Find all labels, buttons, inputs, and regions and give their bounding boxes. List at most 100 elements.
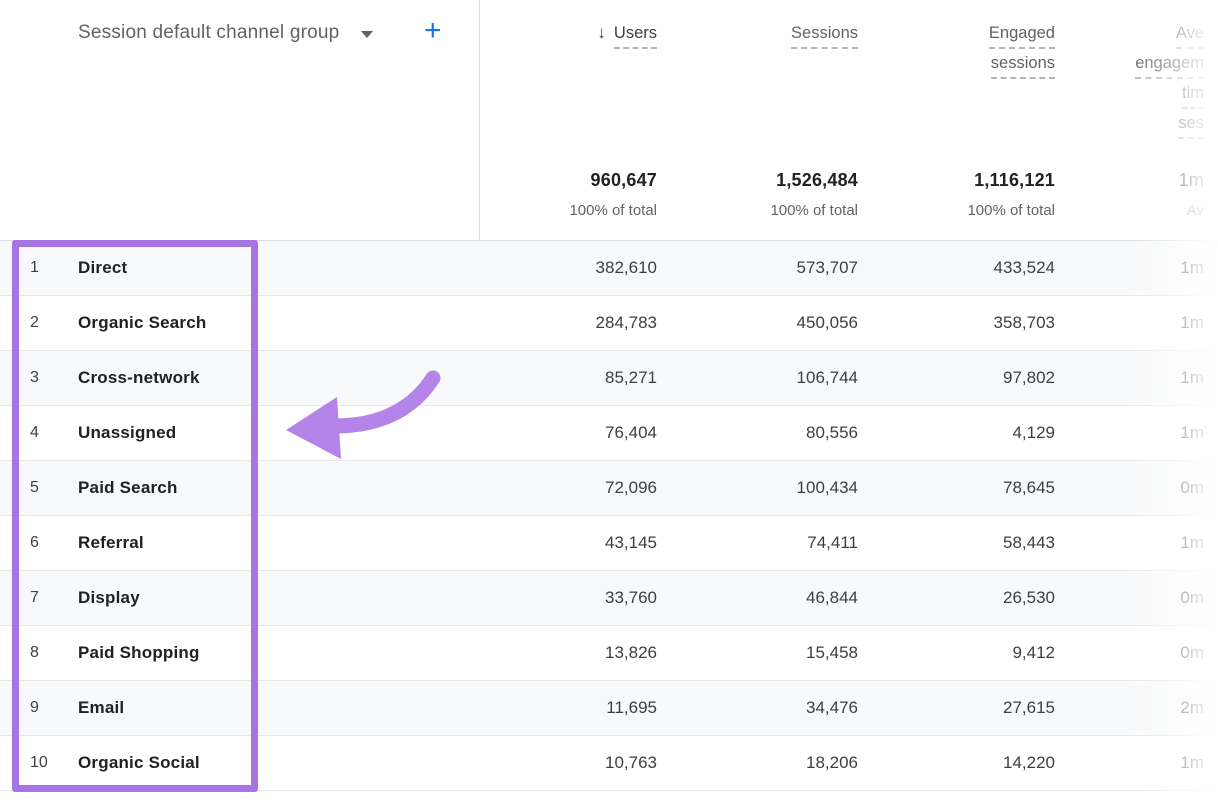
sessions-value: 74,411 — [700, 516, 858, 570]
table-row: 10 Organic Social 10,763 18,206 14,220 1… — [0, 736, 1218, 791]
users-value: 33,760 — [500, 571, 657, 625]
users-value: 284,783 — [500, 296, 657, 350]
channel-name: Unassigned — [78, 406, 258, 460]
row-rank: 2 — [30, 296, 66, 350]
sessions-value: 15,458 — [700, 626, 858, 680]
row-rank: 5 — [30, 461, 66, 515]
users-total-value: 960,647 — [500, 170, 657, 191]
engaged-total-value: 1,116,121 — [900, 170, 1055, 191]
add-dimension-button[interactable]: + — [424, 16, 442, 46]
avg-engagement-value: 1m — [1080, 241, 1204, 295]
sessions-total-percent: 100% of total — [700, 202, 858, 219]
users-value: 76,404 — [500, 406, 657, 460]
table-row: 1 Direct 382,610 573,707 433,524 1m — [0, 241, 1218, 296]
engaged-sessions-value: 27,615 — [900, 681, 1055, 735]
avg-engagement-value: 1m — [1080, 351, 1204, 405]
column-header-sessions[interactable]: Sessions — [700, 22, 858, 52]
channel-name: Referral — [78, 516, 258, 570]
users-value: 10,763 — [500, 736, 657, 790]
engaged-sessions-value: 58,443 — [900, 516, 1055, 570]
table-body: 1 Direct 382,610 573,707 433,524 1m 2 Or… — [0, 241, 1218, 791]
sort-descending-icon[interactable]: ↓ — [597, 23, 606, 42]
users-value: 382,610 — [500, 241, 657, 295]
users-value: 43,145 — [500, 516, 657, 570]
sessions-value: 34,476 — [700, 681, 858, 735]
avg-engagement-value: 1m — [1080, 736, 1204, 790]
engaged-total: 1,116,121 100% of total — [900, 170, 1055, 219]
sessions-value: 106,744 — [700, 351, 858, 405]
row-rank: 3 — [30, 351, 66, 405]
users-header-label[interactable]: Users — [614, 22, 657, 49]
users-value: 13,826 — [500, 626, 657, 680]
avg-header-line2[interactable]: engagem — [1135, 52, 1204, 79]
column-header-users[interactable]: ↓ Users — [500, 22, 657, 52]
users-total-percent: 100% of total — [500, 202, 657, 219]
avg-total-value: 1m — [1080, 170, 1204, 191]
avg-engagement-value: 0m — [1080, 626, 1204, 680]
column-header-engaged-sessions[interactable]: Engaged sessions — [900, 22, 1055, 82]
avg-engagement-value: 0m — [1080, 461, 1204, 515]
avg-engagement-value: 1m — [1080, 516, 1204, 570]
engaged-header-line2[interactable]: sessions — [991, 52, 1055, 79]
sessions-value: 46,844 — [700, 571, 858, 625]
ga4-report-table: Session default channel group + ↓ Users S… — [0, 0, 1218, 807]
channel-name: Direct — [78, 241, 258, 295]
users-value: 72,096 — [500, 461, 657, 515]
sessions-header-label[interactable]: Sessions — [791, 22, 858, 49]
sessions-value: 100,434 — [700, 461, 858, 515]
channel-name: Display — [78, 571, 258, 625]
row-rank: 10 — [30, 736, 66, 790]
dimension-label[interactable]: Session default channel group — [78, 22, 339, 44]
engaged-sessions-value: 4,129 — [900, 406, 1055, 460]
avg-engagement-value: 1m — [1080, 296, 1204, 350]
sessions-total: 1,526,484 100% of total — [700, 170, 858, 219]
avg-engagement-total: 1m Av — [1080, 170, 1204, 219]
table-row: 7 Display 33,760 46,844 26,530 0m — [0, 571, 1218, 626]
engaged-sessions-value: 358,703 — [900, 296, 1055, 350]
engaged-sessions-value: 26,530 — [900, 571, 1055, 625]
dimension-selector[interactable]: Session default channel group — [78, 22, 373, 44]
sessions-total-value: 1,526,484 — [700, 170, 858, 191]
channel-name: Organic Social — [78, 736, 258, 790]
channel-name: Email — [78, 681, 258, 735]
table-row: 3 Cross-network 85,271 106,744 97,802 1m — [0, 351, 1218, 406]
avg-engagement-value: 2m — [1080, 681, 1204, 735]
engaged-total-percent: 100% of total — [900, 202, 1055, 219]
chevron-down-icon[interactable] — [361, 31, 373, 38]
row-rank: 8 — [30, 626, 66, 680]
engaged-sessions-value: 97,802 — [900, 351, 1055, 405]
engaged-sessions-value: 78,645 — [900, 461, 1055, 515]
channel-name: Paid Shopping — [78, 626, 258, 680]
engaged-header-line1[interactable]: Engaged — [989, 22, 1055, 49]
row-rank: 4 — [30, 406, 66, 460]
sessions-value: 450,056 — [700, 296, 858, 350]
row-rank: 7 — [30, 571, 66, 625]
row-rank: 9 — [30, 681, 66, 735]
sessions-value: 573,707 — [700, 241, 858, 295]
engaged-sessions-value: 9,412 — [900, 626, 1055, 680]
avg-total-percent: Av — [1080, 202, 1204, 219]
sessions-value: 18,206 — [700, 736, 858, 790]
avg-header-line3[interactable]: tim — [1182, 82, 1204, 109]
users-total: 960,647 100% of total — [500, 170, 657, 219]
avg-engagement-value: 1m — [1080, 406, 1204, 460]
avg-engagement-value: 0m — [1080, 571, 1204, 625]
channel-name: Organic Search — [78, 296, 258, 350]
users-value: 85,271 — [500, 351, 657, 405]
avg-header-line4[interactable]: ses — [1178, 112, 1204, 139]
table-row: 4 Unassigned 76,404 80,556 4,129 1m — [0, 406, 1218, 461]
table-row: 8 Paid Shopping 13,826 15,458 9,412 0m — [0, 626, 1218, 681]
table-row: 9 Email 11,695 34,476 27,615 2m — [0, 681, 1218, 736]
row-rank: 1 — [30, 241, 66, 295]
users-value: 11,695 — [500, 681, 657, 735]
avg-header-line1[interactable]: Ave — [1176, 22, 1204, 49]
column-header-avg-engagement-time[interactable]: Ave engagem tim ses — [1080, 22, 1204, 142]
table-row: 5 Paid Search 72,096 100,434 78,645 0m — [0, 461, 1218, 516]
engaged-sessions-value: 433,524 — [900, 241, 1055, 295]
row-rank: 6 — [30, 516, 66, 570]
table-row: 6 Referral 43,145 74,411 58,443 1m — [0, 516, 1218, 571]
sessions-value: 80,556 — [700, 406, 858, 460]
engaged-sessions-value: 14,220 — [900, 736, 1055, 790]
channel-name: Cross-network — [78, 351, 258, 405]
table-row: 2 Organic Search 284,783 450,056 358,703… — [0, 296, 1218, 351]
